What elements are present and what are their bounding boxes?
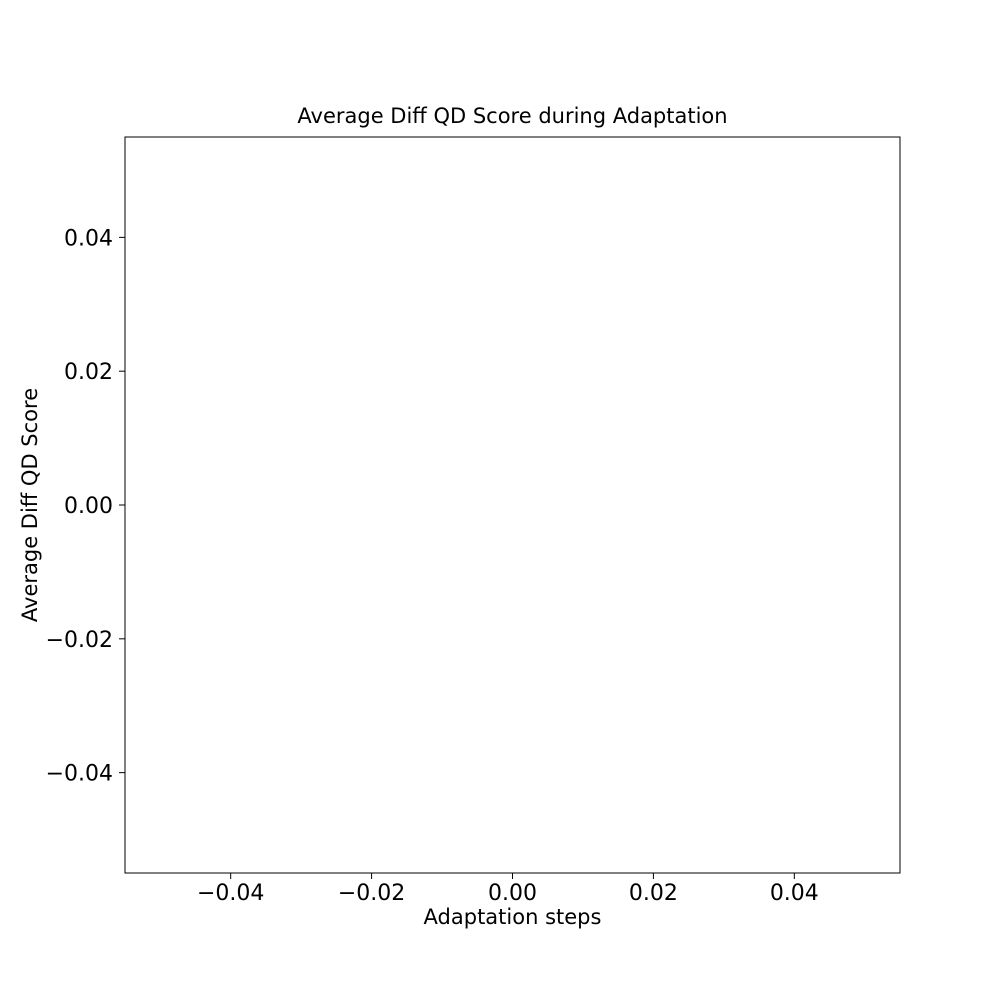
y-axis: −0.04 −0.02 0.00 0.02 0.04	[46, 226, 125, 787]
y-tick-label: −0.04	[46, 762, 113, 787]
x-axis-title: Adaptation steps	[424, 905, 602, 929]
x-tick-label: −0.02	[338, 881, 405, 906]
chart-title: Average Diff QD Score during Adaptation	[297, 104, 727, 128]
y-tick-label: −0.02	[46, 628, 113, 653]
y-tick-label: 0.02	[64, 360, 113, 385]
x-tick-label: −0.04	[197, 881, 264, 906]
x-tick-label: 0.02	[629, 881, 678, 906]
y-tick-label: 0.04	[64, 226, 113, 251]
x-tick-label: 0.04	[770, 881, 819, 906]
x-tick-label: 0.00	[488, 881, 537, 906]
x-axis: −0.04 −0.02 0.00 0.02 0.04	[197, 873, 819, 906]
y-axis-title: Average Diff QD Score	[18, 388, 42, 622]
plot-area	[124, 136, 901, 874]
y-tick-label: 0.00	[64, 494, 113, 519]
